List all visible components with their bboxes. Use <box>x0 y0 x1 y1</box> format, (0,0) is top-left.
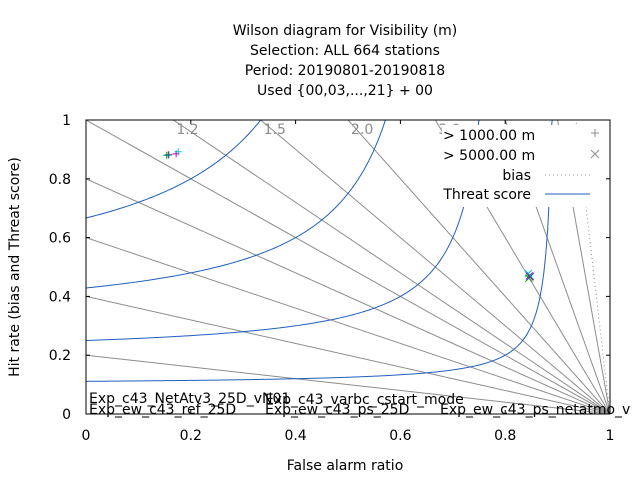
legend-cross-marker <box>590 149 600 159</box>
bias-value-label: 1.5 <box>264 122 286 138</box>
x-tick-label: 0.6 <box>389 428 411 444</box>
legend: > 1000.00 m > 5000.00 m bias Threat scor… <box>442 125 602 207</box>
experiment-label-varbc: Exp_c43_varbc_cstart_mode <box>265 392 464 408</box>
experiment-label-ref: Exp_ew_c43_ref_25D <box>89 402 236 418</box>
cross-marker <box>526 272 535 281</box>
experiment-labels: Exp_c43_NetAtv3_25D_vN01 Exp_c43_varbc_c… <box>89 391 630 418</box>
title-line-2: Selection: ALL 664 stations <box>250 43 440 59</box>
bias-value-label: 2.0 <box>351 122 373 138</box>
legend-label-5000m: > 5000.00 m <box>443 148 535 164</box>
legend-label-threat-score: Threat score <box>442 187 531 203</box>
threat-score-curve <box>86 120 480 341</box>
y-tick-label: 0.4 <box>49 289 71 305</box>
threat-score-curve <box>86 120 386 289</box>
bias-ray <box>86 237 610 414</box>
bias-labels: 1.21.52.03.0 <box>176 122 460 138</box>
x-tick-label: 0 <box>82 428 91 444</box>
threat-score-curve <box>86 120 88 121</box>
x-tick-label: 1 <box>606 428 615 444</box>
threat-score-curve <box>86 120 262 219</box>
chart-title: Wilson diagram for Visibility (m) Select… <box>233 23 458 99</box>
legend-background <box>442 125 602 207</box>
bias-ray <box>173 120 610 414</box>
x-tick-label: 0.4 <box>284 428 306 444</box>
plot-frame <box>85 119 611 415</box>
title-line-4: Used {00,03,...,21} + 00 <box>257 83 433 99</box>
isoline-layer <box>86 120 610 414</box>
x-axis-label: False alarm ratio <box>287 458 404 474</box>
legend-label-1000m: > 1000.00 m <box>443 128 535 144</box>
plus-marker <box>174 148 182 156</box>
legend-label-bias: bias <box>502 168 531 184</box>
y-tick-label: 1 <box>62 113 71 129</box>
axes: 0 0.2 0.4 0.6 0.8 1 0 0.2 0.4 0.6 0.8 1 <box>49 113 615 444</box>
bias-ray <box>86 178 610 414</box>
title-line-1: Wilson diagram for Visibility (m) <box>233 23 458 39</box>
legend-plus-marker <box>591 129 599 137</box>
x-tick-label: 0.8 <box>494 428 516 444</box>
title-line-3: Period: 20190801-20190818 <box>245 63 445 79</box>
y-tick-label: 0.6 <box>49 231 71 247</box>
bias-ray <box>86 295 610 414</box>
bias-value-label: 1.2 <box>176 122 198 138</box>
data-points <box>163 148 535 283</box>
experiment-label-netatv3: Exp_c43_NetAtv3_25D_vN01 <box>89 391 290 407</box>
x-tick-label: 0.2 <box>180 428 202 444</box>
plus-marker <box>164 151 172 159</box>
bias-ray <box>347 120 610 414</box>
threat-score-curve <box>86 120 553 382</box>
bias-ray <box>86 120 610 414</box>
y-tick-label: 0 <box>62 407 71 423</box>
bias-ray <box>86 354 610 414</box>
y-tick-label: 0.2 <box>49 348 71 364</box>
y-tick-label: 0.8 <box>49 172 71 188</box>
y-axis-label: Hit rate (bias and Threat score) <box>7 157 23 377</box>
experiment-label-ps-netatmo: Exp_ew_c43_ps_netatmo_v <box>440 402 630 418</box>
experiment-label-ps: Exp_ew_c43_ps_25D <box>265 402 409 418</box>
